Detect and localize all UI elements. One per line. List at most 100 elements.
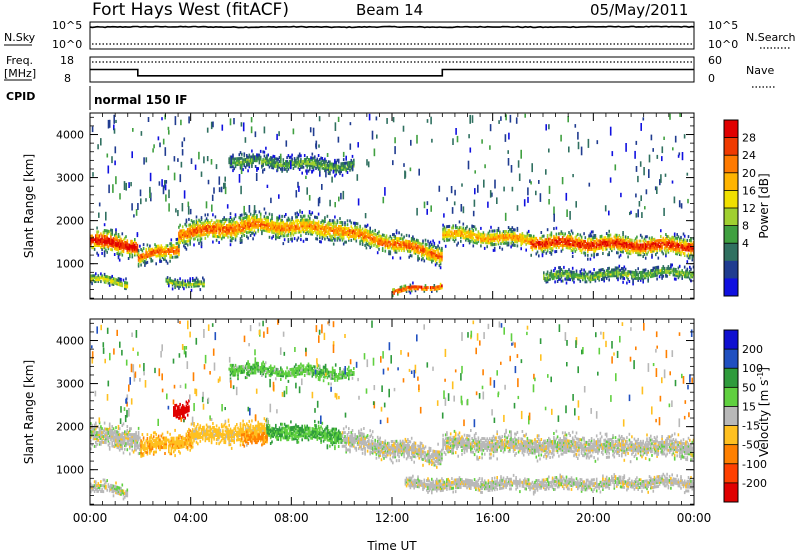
data-cell [516, 234, 519, 238]
data-cell [246, 154, 248, 157]
data-cell [197, 224, 199, 228]
data-cell [166, 261, 169, 265]
data-cell [439, 286, 442, 290]
data-cell [560, 240, 563, 243]
data-cell [482, 235, 485, 239]
data-cell [602, 271, 604, 275]
data-cell [186, 281, 189, 285]
data-cell [492, 229, 495, 233]
data-cell [301, 165, 303, 169]
data-cell [248, 165, 251, 169]
data-cell [345, 232, 347, 236]
data-cell [236, 161, 238, 165]
data-cell [612, 272, 614, 276]
data-cell [617, 266, 619, 270]
data-cell [134, 251, 136, 255]
data-cell [198, 280, 200, 284]
data-cell [336, 227, 339, 230]
data-cell [311, 232, 314, 236]
data-cell [243, 234, 246, 237]
data-cell [212, 232, 214, 236]
data-cell [312, 223, 315, 227]
data-cell [546, 243, 549, 247]
data-cell [579, 239, 582, 243]
data-cell [232, 219, 234, 223]
data-cell [327, 220, 330, 224]
data-cell [223, 222, 225, 225]
data-cell [246, 163, 248, 167]
data-cell [570, 272, 573, 276]
data-cell [364, 213, 367, 219]
data-cell [409, 246, 412, 250]
data-cell [550, 273, 553, 277]
data-cell [611, 272, 613, 276]
data-cell [301, 163, 303, 167]
data-cell [634, 245, 637, 249]
data-cell [337, 116, 340, 122]
data-cell [139, 260, 141, 264]
data-cell [575, 271, 578, 275]
data-cell [648, 169, 650, 178]
data-cell [499, 246, 501, 250]
data-cell [635, 140, 638, 145]
data-cell [629, 238, 632, 242]
data-cell [178, 284, 180, 288]
data-cell [130, 251, 132, 255]
data-cell [626, 275, 628, 279]
data-cell [259, 157, 262, 161]
data-cell [565, 275, 568, 279]
data-cell [291, 231, 293, 235]
data-cell [131, 243, 134, 247]
data-cell [514, 232, 516, 236]
data-cell [334, 215, 336, 219]
data-cell [280, 226, 282, 230]
data-cell [125, 244, 127, 248]
data-cell [243, 152, 246, 156]
data-cell [633, 272, 636, 276]
data-cell [583, 251, 585, 255]
data-cell [571, 237, 574, 241]
data-cell [173, 156, 176, 162]
data-cell [176, 251, 179, 255]
data-cell [360, 229, 363, 233]
data-cell [240, 185, 242, 195]
data-cell [371, 130, 374, 140]
data-cell [325, 233, 327, 237]
data-cell [204, 236, 207, 240]
data-cell [126, 283, 129, 287]
data-cell [219, 225, 222, 229]
data-cell [247, 236, 249, 240]
data-cell [369, 226, 371, 230]
data-cell [130, 239, 132, 243]
data-cell [652, 247, 655, 251]
data-cell [593, 253, 595, 257]
data-cell [569, 278, 571, 282]
data-cell [314, 164, 316, 168]
data-cell [317, 212, 320, 216]
data-cell [689, 242, 691, 246]
data-cell [424, 250, 427, 254]
data-cell [329, 221, 331, 224]
data-cell [671, 235, 673, 239]
data-cell [633, 239, 636, 243]
data-cell [145, 249, 147, 253]
data-cell [583, 268, 585, 272]
data-cell [529, 238, 531, 241]
data-cell [193, 222, 195, 226]
data-cell [278, 230, 281, 234]
data-cell [565, 238, 568, 242]
data-cell [417, 258, 419, 262]
data-cell [639, 243, 642, 247]
data-cell [672, 243, 675, 247]
data-cell [181, 203, 184, 212]
data-cell [469, 114, 471, 124]
data-cell [297, 162, 300, 166]
data-cell [107, 241, 110, 245]
data-cell [691, 242, 694, 246]
data-cell [252, 223, 254, 227]
data-cell [673, 232, 676, 236]
data-cell [183, 230, 185, 234]
data-cell [174, 251, 176, 255]
data-cell [178, 247, 180, 251]
data-cell [623, 277, 626, 281]
